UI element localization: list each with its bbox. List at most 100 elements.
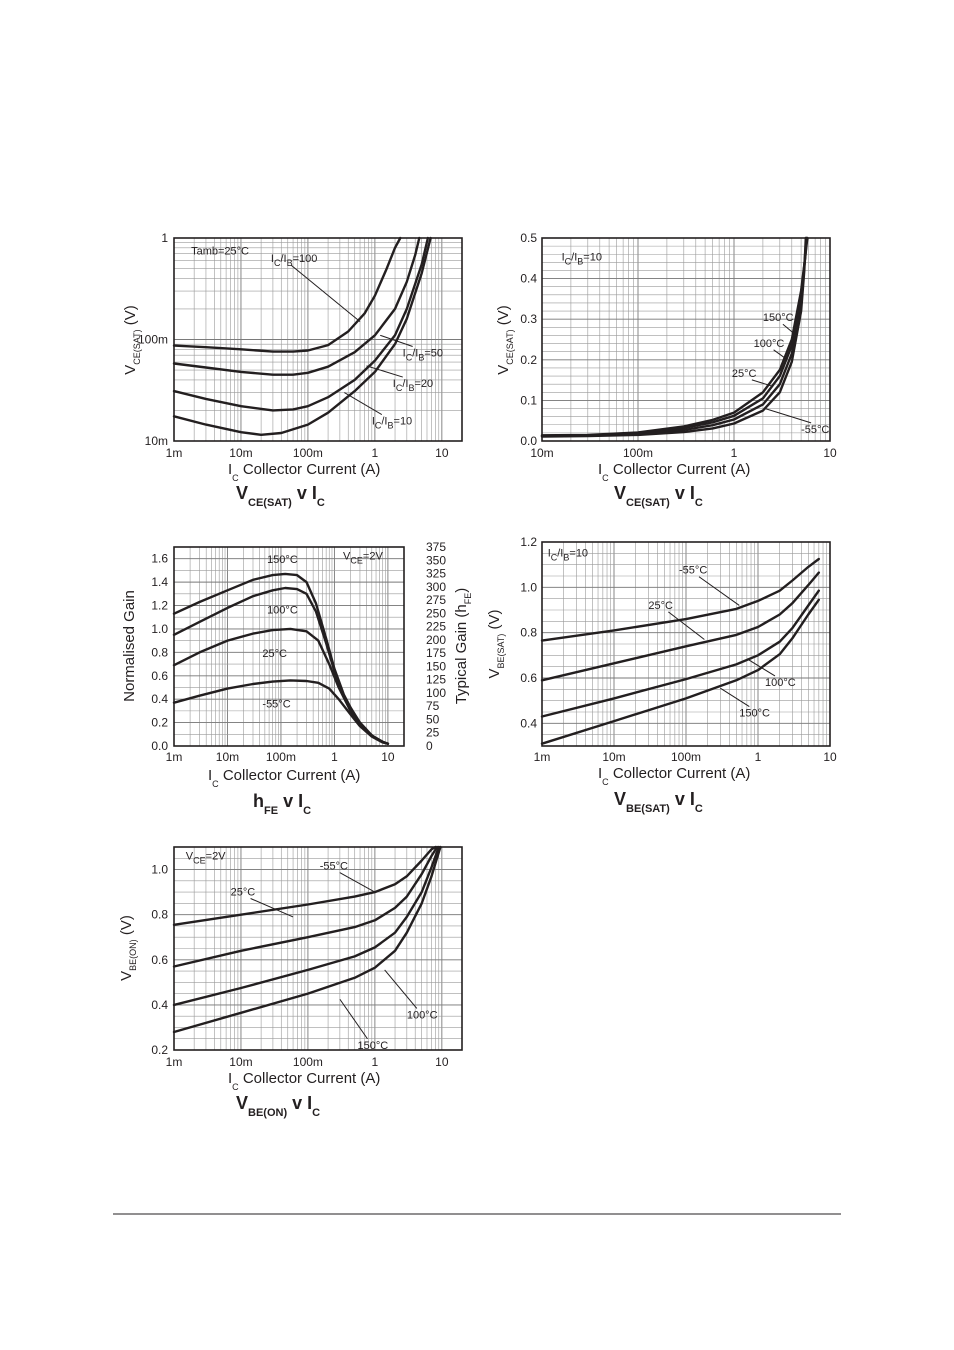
y-tick-label: 0.4 bbox=[520, 716, 537, 730]
label-leader-line bbox=[250, 898, 294, 918]
y2-axis-label-group: Typical Gain (hFE) bbox=[453, 588, 473, 705]
y2-tick-label: 350 bbox=[426, 553, 446, 567]
y-axis-label-group: VBE(ON) (V) bbox=[118, 915, 138, 981]
y-axis-label: VCE(SAT) (V) bbox=[495, 305, 515, 375]
x-tick-label: 10 bbox=[435, 1055, 449, 1069]
series-line-3 bbox=[172, 236, 432, 436]
series-label: 100°C bbox=[407, 1009, 438, 1021]
grid bbox=[173, 237, 463, 442]
y2-axis-label: Typical Gain (hFE) bbox=[453, 588, 473, 705]
label-leader-line bbox=[290, 264, 361, 323]
y-axis-label: Normalised Gain bbox=[121, 590, 138, 702]
y-tick-label: 1.6 bbox=[151, 552, 168, 566]
y-tick-label: 0.5 bbox=[520, 231, 537, 245]
series-label: IC/IB=20 bbox=[393, 378, 433, 393]
y2-tick-label: 325 bbox=[426, 567, 446, 581]
series-line-1 bbox=[172, 236, 421, 376]
series-label: 100°C bbox=[267, 605, 298, 617]
x-tick-label: 100m bbox=[671, 750, 701, 764]
label-leader-line bbox=[668, 611, 705, 640]
y-tick-label: 0.8 bbox=[151, 645, 168, 659]
series-label: 25°C bbox=[648, 600, 673, 612]
x-tick-label: 10m bbox=[229, 446, 252, 460]
chart-note: IC/IB=10 bbox=[562, 251, 602, 266]
series-label: IC/IB=100 bbox=[271, 253, 317, 268]
label-leader-line bbox=[720, 687, 750, 707]
y-tick-label: 0.4 bbox=[151, 998, 168, 1012]
series-label: 25°C bbox=[262, 648, 287, 660]
y2-tick-label: 25 bbox=[426, 726, 440, 740]
y-axis-label: VBE(SAT) (V) bbox=[486, 609, 506, 678]
series-label: 100°C bbox=[765, 677, 796, 689]
x-axis-label: IC Collector Current (A) bbox=[598, 765, 750, 787]
plot-frame bbox=[541, 237, 831, 442]
label-leader-line bbox=[384, 969, 418, 1009]
y-tick-label: 1.4 bbox=[151, 575, 168, 589]
x-tick-label: 1m bbox=[166, 1055, 183, 1069]
y2-tick-label: 375 bbox=[426, 540, 446, 554]
y-axis-label-group: Normalised Gain bbox=[121, 590, 138, 702]
series-label: 150°C bbox=[763, 312, 794, 324]
y-tick-label: 0.0 bbox=[151, 739, 168, 753]
series-line-0 bbox=[540, 557, 820, 642]
label-leader-line bbox=[746, 658, 776, 677]
series-label: -55°C bbox=[679, 565, 707, 577]
x-axis-label: IC Collector Current (A) bbox=[228, 461, 380, 483]
y-tick-label: 1.2 bbox=[520, 535, 537, 549]
y-tick-label: 0.2 bbox=[151, 716, 168, 730]
y-tick-label: 0.6 bbox=[151, 953, 168, 967]
series-line-2 bbox=[172, 845, 440, 1007]
x-tick-label: 10 bbox=[823, 750, 837, 764]
y2-tick-label: 300 bbox=[426, 580, 446, 594]
x-tick-label: 10m bbox=[216, 750, 239, 764]
y-axis-label-group: VCE(SAT) (V) bbox=[495, 305, 515, 375]
x-tick-label: 1 bbox=[331, 750, 338, 764]
x-tick-label: 10 bbox=[823, 446, 837, 460]
label-leader-line bbox=[339, 872, 376, 893]
chart-vcesat: 1m 10m 100m 1 1010m100m1IC/IB=100IC/IB=50IC/… bbox=[122, 231, 463, 509]
series-line-1 bbox=[172, 845, 439, 968]
x-tick-label: 10 bbox=[435, 446, 449, 460]
label-leader-line bbox=[339, 998, 368, 1040]
series-line-0 bbox=[172, 236, 402, 353]
y-axis-label: VBE(ON) (V) bbox=[118, 915, 138, 981]
y-tick-label: 1.2 bbox=[151, 599, 168, 613]
x-tick-label: 100m bbox=[266, 750, 296, 764]
x-tick-label: 1 bbox=[372, 446, 379, 460]
series-label: 25°C bbox=[732, 368, 757, 380]
x-tick-label: 1 bbox=[731, 446, 738, 460]
series-label: -55°C bbox=[262, 698, 290, 710]
y2-tick-label: 75 bbox=[426, 699, 440, 713]
y2-tick-label: 125 bbox=[426, 673, 446, 687]
y-tick-label: 0.4 bbox=[151, 692, 168, 706]
series-line-3 bbox=[172, 845, 442, 1034]
label-leader-line bbox=[782, 323, 795, 334]
series-label: IC/IB=50 bbox=[403, 348, 443, 363]
y-tick-label: 0.2 bbox=[520, 353, 537, 367]
series-line-3 bbox=[540, 598, 820, 745]
x-tick-label: 1m bbox=[166, 446, 183, 460]
x-tick-label: 100m bbox=[293, 1055, 323, 1069]
series-label: -55°C bbox=[320, 861, 348, 873]
y-tick-label: 0.0 bbox=[520, 434, 537, 448]
x-tick-label: 100m bbox=[623, 446, 653, 460]
x-axis-label: IC Collector Current (A) bbox=[598, 461, 750, 483]
y-axis-label: VCE(SAT) (V) bbox=[122, 305, 142, 375]
y-tick-label: 100m bbox=[138, 333, 168, 347]
y-tick-label: 1.0 bbox=[151, 622, 168, 636]
x-tick-label: 10 bbox=[381, 750, 395, 764]
label-leader-line bbox=[773, 349, 788, 361]
chart-caption: hFE v IC bbox=[253, 791, 311, 817]
y-tick-label: 0.6 bbox=[520, 671, 537, 685]
series-label: 25°C bbox=[231, 886, 256, 898]
x-axis-label: IC Collector Current (A) bbox=[228, 1070, 380, 1092]
y2-tick-label: 175 bbox=[426, 646, 446, 660]
chart-note: VCE=2V bbox=[186, 850, 226, 865]
y-tick-label: 0.8 bbox=[151, 908, 168, 922]
y-tick-label: 1.0 bbox=[151, 863, 168, 877]
y-tick-label: 1.0 bbox=[520, 580, 537, 594]
series-label: IC/IB=10 bbox=[372, 416, 412, 431]
series-line-0 bbox=[172, 845, 437, 926]
y2-tick-label: 250 bbox=[426, 606, 446, 620]
